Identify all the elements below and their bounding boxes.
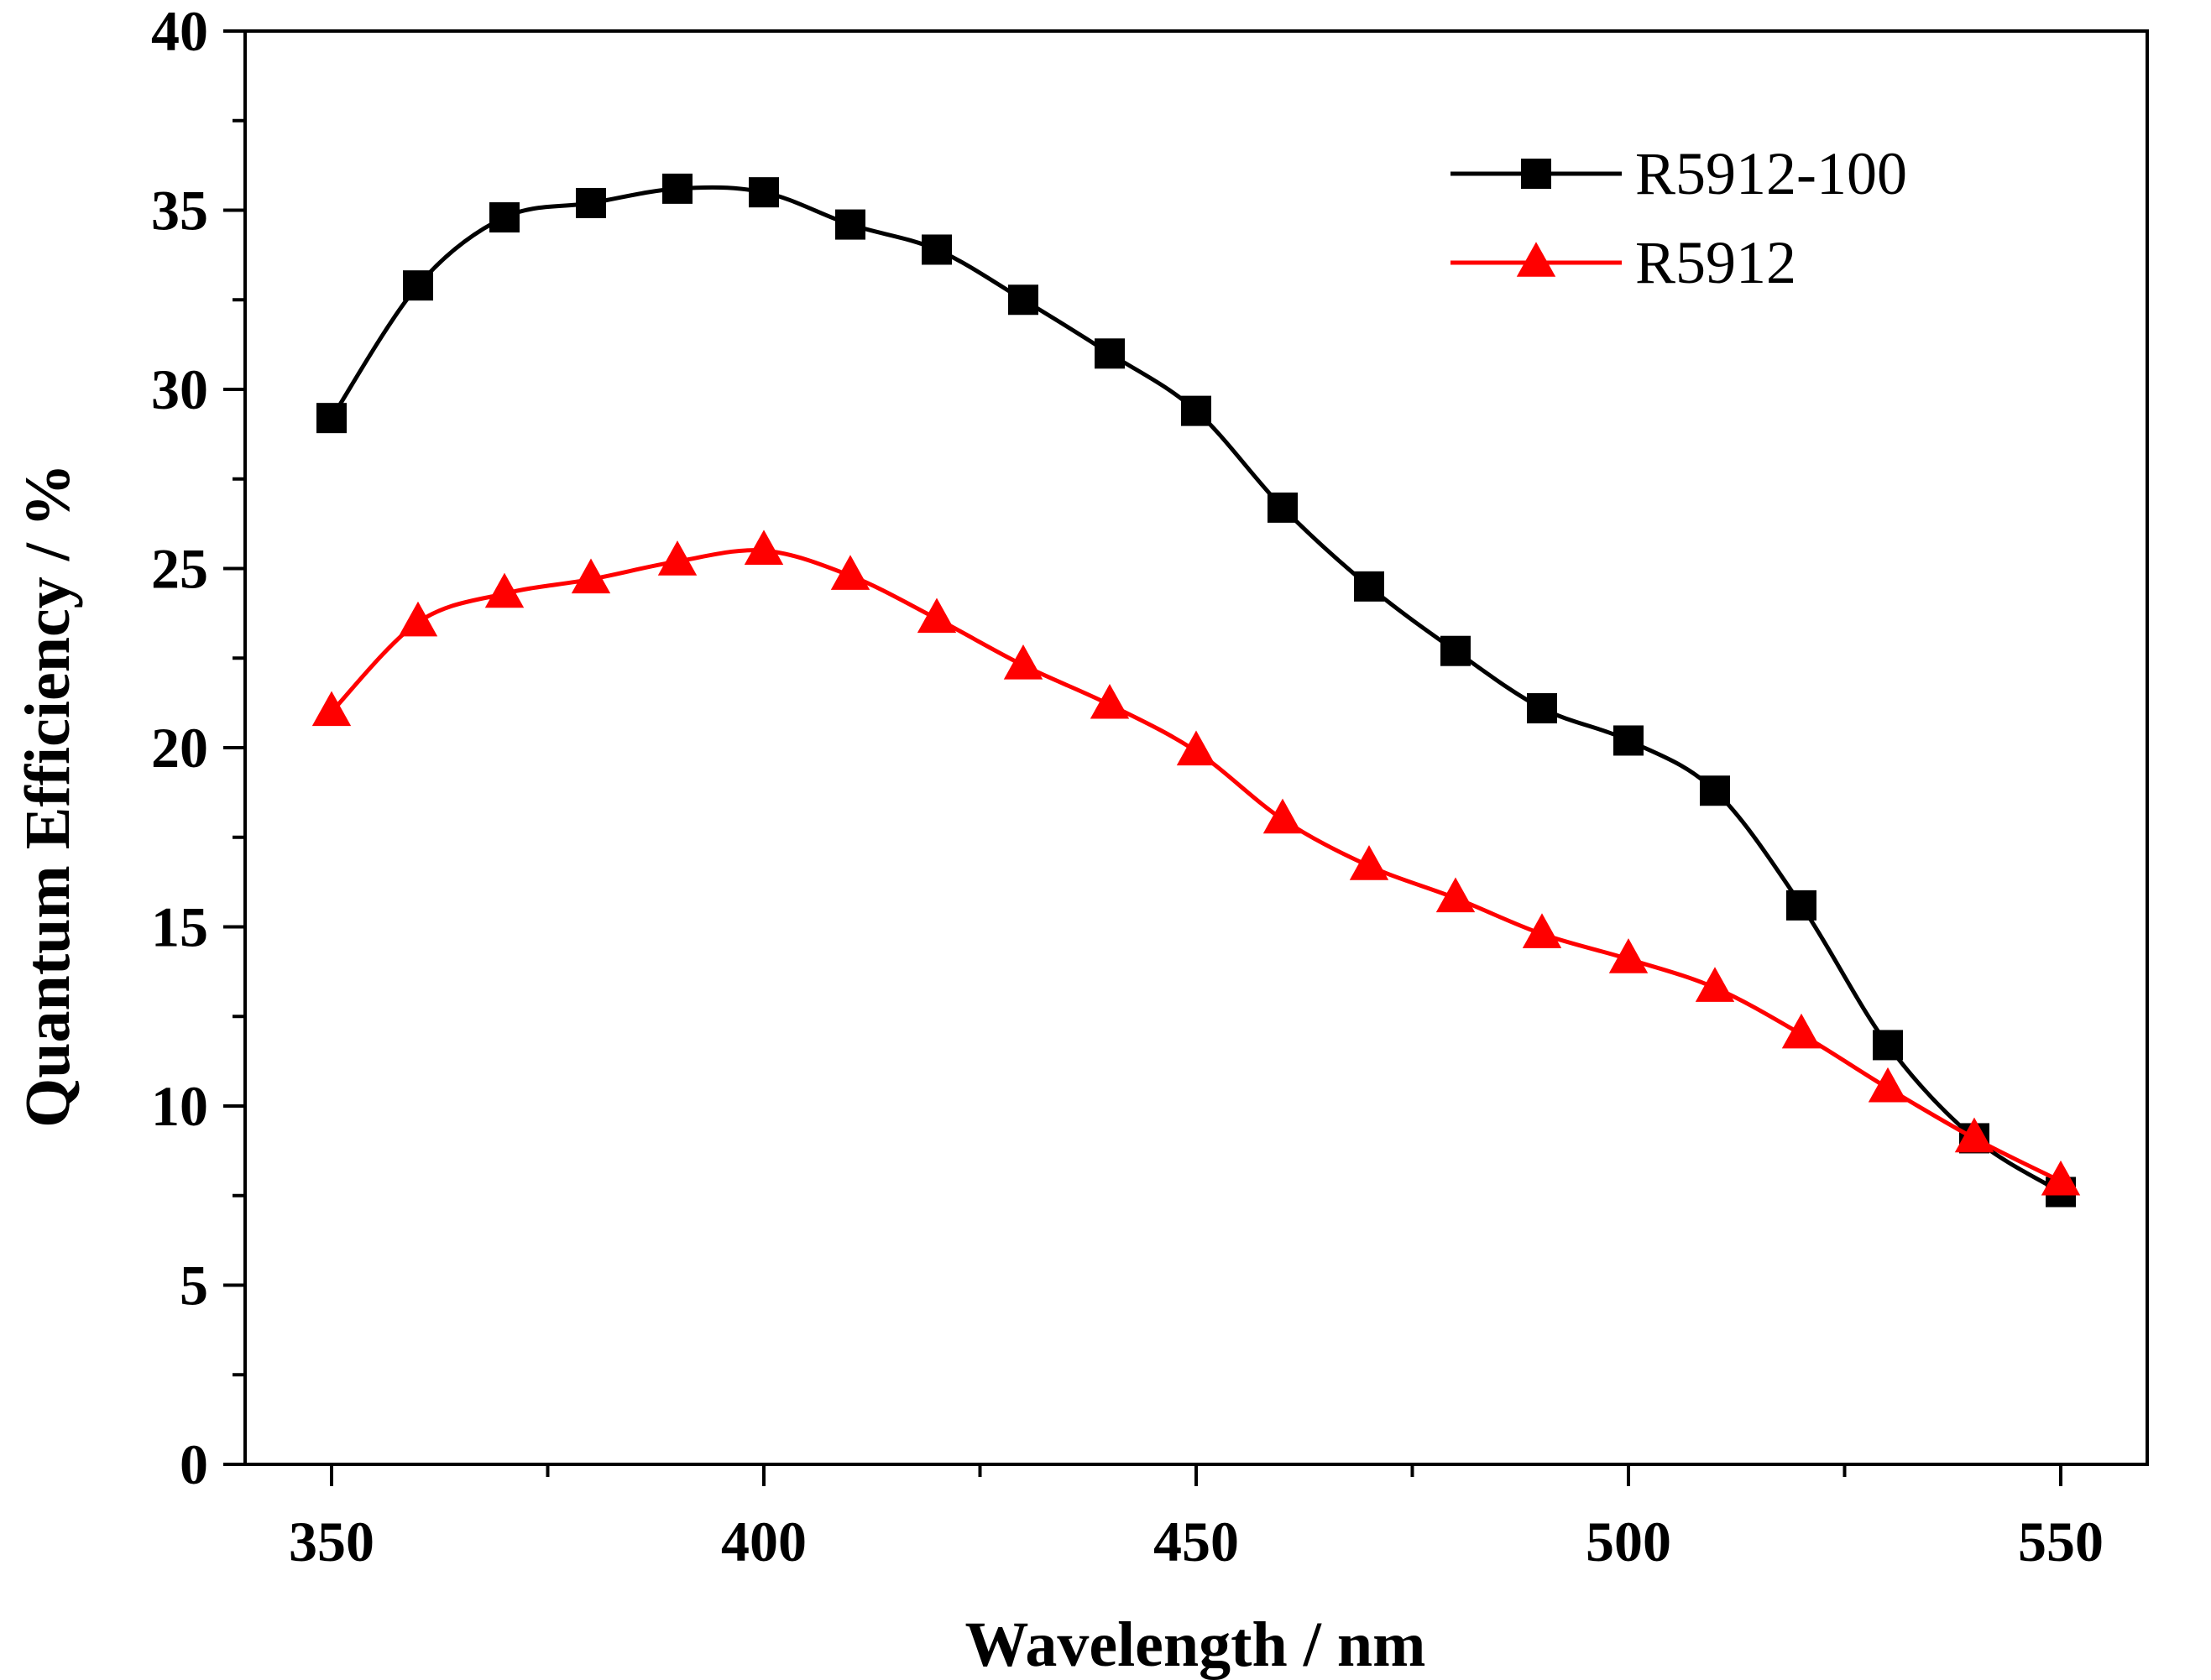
data-point-marker (571, 558, 611, 594)
data-point-marker (1354, 571, 1384, 602)
legend-label: R5912-100 (1635, 140, 1907, 207)
data-point-marker (489, 202, 520, 233)
data-point-marker (1440, 635, 1471, 666)
data-point-marker (917, 597, 957, 634)
y-axis-title: Quantum Efficiency / % (13, 463, 83, 1128)
data-point-marker (830, 555, 870, 590)
data-point-marker (398, 601, 438, 637)
data-point-marker (749, 177, 779, 208)
y-tick-label: 5 (180, 1254, 208, 1317)
data-point-marker (1262, 798, 1303, 834)
x-tick-label: 450 (1153, 1510, 1239, 1573)
data-point-marker (1435, 877, 1476, 913)
data-point-marker (1003, 644, 1043, 680)
x-tick-label: 550 (2018, 1510, 2104, 1573)
y-tick-label: 30 (151, 357, 208, 421)
data-point-marker (1527, 693, 1557, 724)
data-point-marker (403, 270, 433, 301)
data-point-marker (1522, 913, 1562, 948)
data-point-marker (1781, 1013, 1822, 1049)
data-point-marker (1700, 775, 1730, 806)
data-point-marker (1090, 683, 1130, 719)
data-point-marker (1095, 338, 1125, 369)
data-point-marker (1868, 1067, 1908, 1103)
data-point-marker (1176, 730, 1216, 766)
data-point-marker (662, 173, 693, 204)
data-point-marker (1695, 967, 1735, 1002)
data-point-marker (1873, 1030, 1903, 1061)
data-point-marker (1786, 890, 1816, 921)
data-point-marker (1613, 725, 1644, 756)
legend-marker (1516, 242, 1556, 277)
data-point-marker (484, 572, 525, 608)
x-tick-label: 350 (289, 1510, 374, 1573)
data-point-marker (1608, 938, 1649, 973)
data-point-marker (311, 691, 352, 727)
data-point-marker (1181, 395, 1211, 426)
data-point-marker (657, 540, 698, 576)
y-tick-label: 15 (151, 895, 208, 959)
data-point-marker (744, 530, 784, 565)
x-tick-label: 500 (1586, 1510, 1671, 1573)
data-point-marker (316, 403, 347, 434)
data-point-marker (1954, 1117, 1994, 1153)
data-point-marker (835, 209, 865, 240)
y-tick-label: 25 (151, 537, 208, 601)
data-point-marker (1349, 845, 1389, 880)
legend-marker (1521, 159, 1551, 189)
legend-label: R5912 (1635, 229, 1796, 296)
data-point-marker (1268, 492, 1298, 523)
y-tick-label: 40 (151, 0, 208, 63)
data-point-marker (1008, 284, 1038, 316)
series-line (330, 548, 2062, 1183)
x-tick-label: 400 (721, 1510, 807, 1573)
y-tick-label: 0 (180, 1432, 208, 1496)
data-point-marker (576, 187, 606, 218)
y-tick-label: 10 (151, 1074, 208, 1138)
y-tick-label: 35 (151, 179, 208, 243)
x-axis-title: Wavelength / nm (965, 1610, 1426, 1680)
data-point-marker (2041, 1160, 2081, 1196)
y-tick-label: 20 (151, 716, 208, 780)
series-r5912 (311, 530, 2081, 1196)
series-r5912-100 (316, 173, 2076, 1208)
data-point-marker (922, 234, 952, 265)
